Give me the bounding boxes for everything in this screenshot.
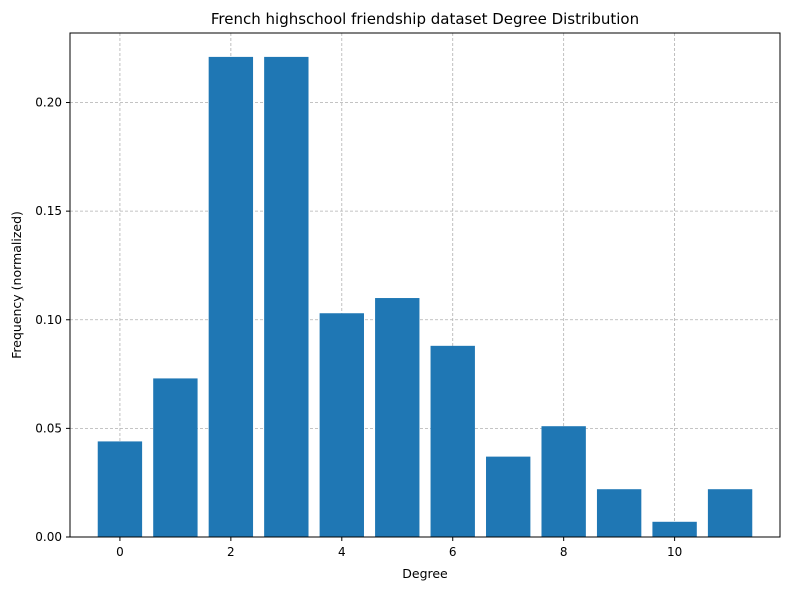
bar-degree-4 (319, 313, 364, 537)
y-tick-label: 0.20 (35, 96, 62, 110)
x-tick-label: 2 (227, 545, 235, 559)
x-axis-ticks: 0 2 4 6 8 10 (116, 537, 682, 559)
y-tick-label: 0.10 (35, 313, 62, 327)
x-tick-label: 10 (667, 545, 682, 559)
y-tick-label: 0.15 (35, 204, 62, 218)
bar-degree-3 (264, 56, 309, 538)
bar-degree-11 (707, 489, 753, 537)
y-axis-ticks: 0.00 0.05 0.10 0.15 0.20 (35, 96, 70, 544)
x-axis-label: Degree (402, 566, 448, 581)
bar-degree-5 (375, 298, 420, 537)
bar-degree-7 (486, 456, 531, 537)
x-tick-label: 8 (560, 545, 568, 559)
bar-degree-0 (97, 441, 143, 537)
y-tick-label: 0.00 (35, 530, 62, 544)
bar-degree-1 (153, 378, 198, 537)
bar-degree-8 (541, 426, 586, 537)
x-tick-label: 6 (449, 545, 457, 559)
bars (97, 56, 753, 538)
bar-degree-6 (430, 345, 475, 537)
chart-title: French highschool friendship dataset Deg… (211, 10, 639, 28)
plot-frame (69, 32, 781, 538)
bar-degree-9 (596, 489, 642, 537)
y-axis-label: Frequency (normalized) (9, 211, 24, 359)
bar-degree-10 (652, 521, 697, 537)
y-tick-label: 0.05 (35, 421, 62, 435)
x-tick-label: 4 (338, 545, 346, 559)
x-tick-label: 0 (116, 545, 124, 559)
bar-degree-2 (208, 56, 254, 538)
